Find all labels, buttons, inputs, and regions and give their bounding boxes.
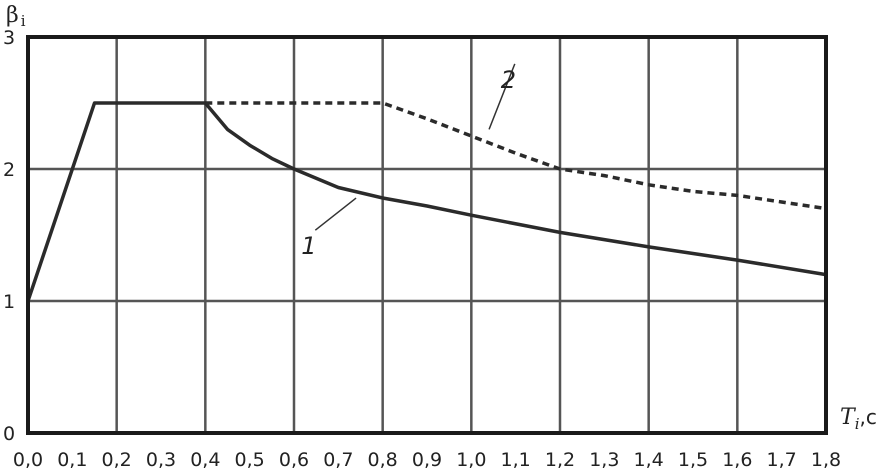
x-tick-label: 1,4 xyxy=(634,449,664,470)
annotation-leader xyxy=(488,63,516,130)
x-tick-label: 0,3 xyxy=(146,449,176,470)
x-axis-label: Ti,c xyxy=(840,405,877,433)
x-tick-label: 0,1 xyxy=(57,449,87,470)
x-tick-label: 1,5 xyxy=(678,449,708,470)
series-layer xyxy=(26,101,828,303)
x-tick-label: 0,5 xyxy=(235,449,265,470)
plot-frame xyxy=(26,35,828,435)
x-tick-label: 0,9 xyxy=(412,449,442,470)
x-tick-label: 1,6 xyxy=(722,449,752,470)
x-tick-label: 1,8 xyxy=(811,449,841,470)
x-tick-label: 0,4 xyxy=(190,449,220,470)
x-tick-label: 1,1 xyxy=(501,449,531,470)
x-tick-label: 1,2 xyxy=(545,449,575,470)
series-line-2 xyxy=(205,101,827,211)
x-tick-label: 0,8 xyxy=(368,449,398,470)
y-tick-label: 1 xyxy=(3,291,15,313)
x-tick-label: 0,2 xyxy=(102,449,132,470)
y-tick-labels: 0 1 2 3 xyxy=(3,27,15,445)
annotation-leader xyxy=(314,197,357,231)
series-label-2: 2 xyxy=(501,66,516,94)
x-tick-label: 1,3 xyxy=(589,449,619,470)
annotations: 12 xyxy=(301,63,516,260)
y-tick-label: 3 xyxy=(3,27,15,49)
series-line-1 xyxy=(26,101,828,303)
y-tick-label: 2 xyxy=(3,159,15,181)
x-tick-labels: 0,0 0,1 0,2 0,3 0,4 0,5 0,6 0,7 0,8 0,9 1,0 1,1 1,2 1… xyxy=(13,449,841,470)
x-tick-label: 0,6 xyxy=(279,449,309,470)
x-tick-label: 0,0 xyxy=(13,449,43,470)
y-tick-label: 0 xyxy=(3,423,15,445)
grid xyxy=(28,37,826,433)
x-tick-label: 1,7 xyxy=(767,449,797,470)
x-tick-label: 0,7 xyxy=(323,449,353,470)
x-tick-label: 1,0 xyxy=(456,449,486,470)
series-label-1: 1 xyxy=(301,232,316,260)
